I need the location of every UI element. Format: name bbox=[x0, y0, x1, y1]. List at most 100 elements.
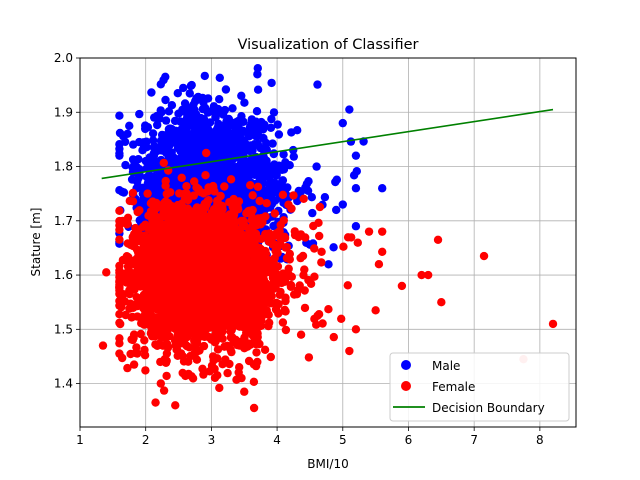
scatter-point bbox=[159, 158, 168, 168]
scatter-point bbox=[222, 218, 231, 227]
scatter-point bbox=[221, 85, 231, 94]
scatter-point bbox=[266, 123, 276, 132]
scatter-point bbox=[270, 169, 279, 178]
scatter-point bbox=[259, 252, 268, 262]
scatter-point bbox=[148, 136, 158, 145]
scatter-point bbox=[260, 285, 269, 295]
scatter-point bbox=[135, 206, 144, 215]
scatter-point bbox=[281, 307, 290, 316]
scatter-point bbox=[162, 371, 171, 381]
scatter-point bbox=[138, 232, 147, 241]
scatter-point bbox=[199, 370, 208, 379]
scatter-point bbox=[161, 358, 171, 367]
scatter-point bbox=[215, 73, 224, 83]
scatter-point bbox=[261, 161, 270, 170]
scatter-point bbox=[205, 107, 214, 116]
scatter-point bbox=[192, 338, 202, 348]
scatter-point bbox=[267, 78, 276, 88]
scatter-point bbox=[228, 104, 237, 113]
scatter-point bbox=[115, 221, 124, 230]
scatter-point bbox=[148, 129, 158, 138]
scatter-point bbox=[268, 284, 278, 294]
scatter-point bbox=[318, 319, 327, 328]
scatter-point bbox=[264, 237, 274, 246]
scatter-point bbox=[187, 80, 196, 90]
scatter-point bbox=[310, 244, 319, 253]
scatter-point bbox=[274, 130, 284, 139]
scatter-point bbox=[177, 163, 186, 172]
scatter-point bbox=[161, 197, 170, 206]
scatter-point bbox=[141, 308, 150, 318]
scatter-point bbox=[202, 148, 211, 158]
scatter-point bbox=[173, 89, 182, 98]
scatter-point bbox=[246, 181, 255, 190]
scatter-point bbox=[185, 89, 194, 98]
scatter-point bbox=[267, 114, 276, 124]
scatter-point bbox=[199, 341, 209, 351]
scatter-point bbox=[161, 116, 171, 125]
scatter-point bbox=[218, 122, 227, 131]
scatter-point bbox=[296, 187, 306, 196]
scatter-point bbox=[345, 105, 354, 114]
scatter-point bbox=[239, 321, 249, 331]
scatter-point bbox=[213, 345, 223, 354]
scatter-point bbox=[128, 188, 138, 198]
scatter-point bbox=[294, 232, 303, 242]
scatter-point bbox=[229, 210, 239, 219]
scatter-point bbox=[339, 242, 348, 251]
scatter-point bbox=[148, 208, 158, 218]
scatter-point bbox=[161, 95, 170, 105]
scatter-point bbox=[198, 104, 208, 114]
scatter-point bbox=[299, 194, 308, 203]
scatter-point bbox=[213, 371, 222, 380]
scatter-point bbox=[123, 213, 133, 222]
scatter-point bbox=[181, 340, 191, 350]
scatter-point bbox=[352, 167, 361, 176]
scatter-point bbox=[229, 182, 238, 192]
scatter-point bbox=[307, 193, 316, 202]
scatter-point bbox=[140, 351, 150, 360]
scatter-point bbox=[171, 126, 180, 135]
scatter-point bbox=[115, 310, 124, 319]
scatter-point bbox=[218, 204, 227, 214]
scatter-point bbox=[115, 272, 124, 282]
scatter-point bbox=[115, 111, 124, 120]
scatter-point bbox=[141, 156, 150, 166]
scatter-point bbox=[237, 169, 247, 179]
scatter-point bbox=[275, 233, 285, 242]
scatter-point bbox=[353, 238, 362, 247]
scatter-point bbox=[115, 151, 124, 160]
scatter-point bbox=[212, 325, 221, 334]
scatter-point bbox=[116, 319, 125, 329]
scatter-point bbox=[147, 304, 156, 314]
scatter-point bbox=[115, 339, 124, 348]
scatter-point bbox=[253, 139, 262, 148]
scatter-point bbox=[253, 63, 262, 73]
scatter-point bbox=[218, 334, 227, 343]
scatter-point bbox=[264, 321, 273, 331]
scatter-point bbox=[115, 296, 124, 306]
scatter-point bbox=[260, 345, 270, 354]
scatter-point bbox=[172, 318, 181, 327]
scatter-point bbox=[143, 189, 152, 198]
scatter-point bbox=[173, 143, 183, 153]
scatter-point bbox=[262, 199, 271, 208]
scatter-point bbox=[204, 137, 213, 147]
scatter-point bbox=[284, 264, 293, 273]
scatter-point bbox=[123, 363, 132, 373]
scatter-point bbox=[165, 140, 175, 149]
scatter-point bbox=[244, 356, 254, 366]
scatter-point bbox=[329, 243, 338, 252]
scatter-point bbox=[179, 138, 188, 147]
scatter-point bbox=[136, 329, 145, 339]
scatter-point bbox=[317, 258, 326, 267]
scatter-point bbox=[351, 222, 361, 231]
scatter-point bbox=[243, 249, 252, 258]
scatter-point bbox=[258, 260, 268, 269]
scatter-point bbox=[115, 280, 124, 289]
scatter-point bbox=[269, 221, 278, 231]
scatter-point bbox=[166, 188, 175, 197]
scatter-point bbox=[196, 187, 205, 197]
scatter-point bbox=[237, 91, 246, 101]
